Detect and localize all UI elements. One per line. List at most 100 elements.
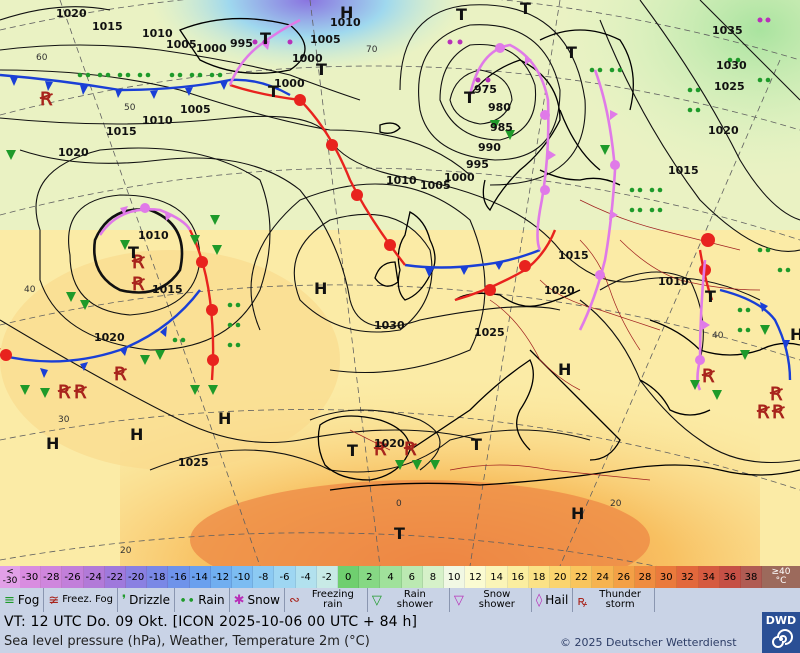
scale-high-end-value: ≥40 [771,567,791,577]
isobar-label: 1020 [544,284,575,297]
drizzle-icon: ❜ [121,592,127,608]
cold-front-north-atlantic [0,73,291,97]
svg-text:Ꞧ: Ꞧ [131,274,145,295]
occlusion-atlantic [98,208,192,236]
isobar-label: 1005 [180,103,211,116]
temperature-scale-cell: 16 [507,566,529,588]
thunderstorm-symbols: ꞦꞦꞦ Ꞧ ꞦꞦ Ꞧ ꞦꞦ Ꞧ ꞦꞦ [39,89,785,460]
temperature-scale-cell: 20 [550,566,572,588]
warm-front-east [698,249,714,301]
temperature-scale-cell: 6 [401,566,423,588]
legend-item-hail: ◊ Hail [532,588,574,612]
legend-item-thunderstorm: ꝶ Thunder storm [573,588,656,612]
isobar-label: 1025 [714,80,745,93]
grid-label: 20 [610,499,622,509]
pressure-center: T [705,287,716,306]
temperature-scale-cell: 24 [592,566,614,588]
temperature-scale-cell: 14 [486,566,508,588]
chart-description: Sea level pressure (hPa), Weather, Tempe… [4,634,370,649]
svg-text:Ꞧ: Ꞧ [73,382,87,403]
isobar-label: 1015 [152,283,183,296]
temperature-scale-cell: -4 [295,566,317,588]
isobar-label: 1015 [668,164,699,177]
temperature-scale-cell: 12 [465,566,487,588]
scale-high-end: ≥40 °C [762,566,800,588]
legend-item-freezing-fog: ≆ Freez. Fog [44,588,118,612]
thunderstorm-icon: ꝶ [577,594,588,609]
legend-item-label: Freezing rain [311,589,354,610]
legend-item-label: Rain [198,593,225,607]
grid-label: 70 [366,45,378,55]
temperature-scale-cell: -22 [104,566,127,588]
isobar-label: 1000 [274,77,305,90]
legend-item-drizzle: ❜ Drizzle [118,588,175,612]
rain-shower-icon: ▽ [371,592,382,608]
temperature-scale-cell: -24 [83,566,105,588]
occlusion-scandinavia [468,43,550,251]
temperature-scale-cell: 2 [359,566,381,588]
legend-item-label: Freez. Fog [62,594,113,605]
temperature-scale-cell: 34 [698,566,720,588]
scale-high-end-unit: °C [775,576,787,586]
temperature-scale-cell: -28 [41,566,63,588]
isobar-label: 1000 [444,171,475,184]
isobar-label: 1000 [196,42,227,55]
temperature-scale-cell: -16 [168,566,190,588]
pressure-center: T [260,29,271,48]
grid-label: 40 [712,331,724,341]
borders [349,199,761,481]
temperature-field-sahara [190,480,650,566]
temperature-scale-cell: 30 [656,566,678,588]
temperature-scale-cell: 0 [338,566,360,588]
scale-low-end: < -30 [0,566,20,588]
pressure-center: H [314,279,327,298]
cold-front-triangles [10,77,790,378]
legend-item-label: Rain shower [396,589,433,610]
freezing-rain-icon: ∾ [288,592,300,608]
svg-text:Ꞧ: Ꞧ [39,89,53,110]
svg-text:Ꞧ: Ꞧ [57,382,71,403]
svg-text:Ꞧ: Ꞧ [113,364,127,385]
isobar-label: 1005 [166,38,197,51]
legend-item-freezing-rain: ∾ Freezing rain [285,588,368,612]
temperature-scale-cell: 32 [677,566,699,588]
temperature-scale-cell: 4 [380,566,402,588]
valid-time: VT: 12 UTC Do. 09 Okt. [ICON 2025-10-06 … [4,614,418,630]
isobar-label: 1005 [310,33,341,46]
pressure-center: T [128,243,139,262]
temperature-scale-cell: -10 [232,566,254,588]
temperature-scale-cell: 26 [613,566,635,588]
isobar-label: 995 [230,37,253,50]
temperature-scale-cell: -12 [210,566,233,588]
pressure-center: T [394,524,405,543]
pressure-center: T [456,5,467,24]
temperature-scale-cell: 36 [719,566,741,588]
weather-symbol-legend: ≡ Fog ≆ Freez. Fog ❜ Drizzle ∙∙ Rain ✱ Snow ∾ Freez… [0,588,762,612]
cold-front-east [719,288,792,381]
isobar-label: 1015 [558,249,589,262]
cold-front-north-sea [404,248,541,269]
svg-text:Ꞧ: Ꞧ [771,402,785,423]
isobar-label: 985 [490,121,513,134]
temperature-scale-cell: -30 [20,566,42,588]
isobar-label: 1030 [374,319,405,332]
isobar-label: 1015 [106,125,137,138]
legend-item-label: Fog [17,593,40,607]
isobar-label: 1000 [292,52,323,65]
isobar-label: 1020 [56,7,87,20]
grid-label: 30 [58,415,70,425]
isobar-label: 1035 [712,24,743,37]
isobar-label: 1010 [1,0,32,3]
isobar-label: 980 [488,101,511,114]
svg-text:Ꞧ: Ꞧ [769,384,783,405]
legend-item-label: Snow shower [478,589,515,610]
rain-icon: ∙∙ [178,592,196,608]
pressure-centers: H T T T T H T T T H H H H T T H T T H T [46,0,800,543]
pressure-center: T [566,43,577,62]
isobar-label: 1005 [420,179,451,192]
svg-text:Ꞧ: Ꞧ [756,402,770,423]
isobar-label: 1020 [374,437,405,450]
isobar-label: 1010 [658,275,689,288]
pressure-center: T [471,435,482,454]
isobar-label: 975 [474,83,497,96]
